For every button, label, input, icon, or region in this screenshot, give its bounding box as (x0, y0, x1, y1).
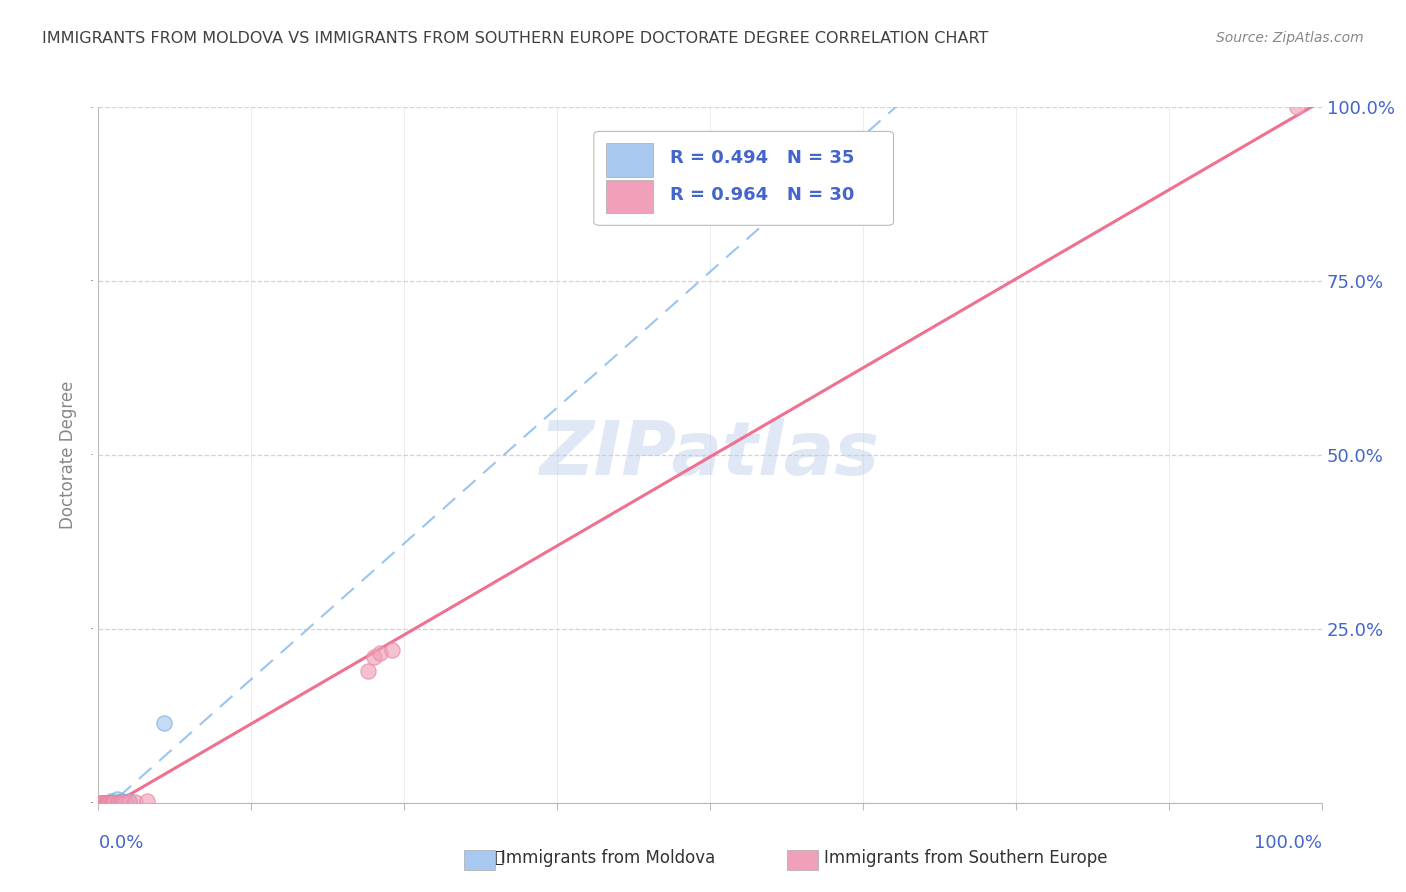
Point (100, 796, 122, 810)
Point (98, 796, 121, 810)
Point (105, 796, 128, 810)
Point (97, 796, 120, 810)
Text: Source: ZipAtlas.com: Source: ZipAtlas.com (1216, 31, 1364, 45)
Point (111, 795, 134, 809)
Point (101, 796, 124, 810)
Point (91, 796, 114, 810)
Point (136, 794, 159, 808)
Point (118, 795, 141, 809)
Text: 0.0%: 0.0% (98, 834, 143, 852)
Point (110, 796, 132, 810)
Point (110, 795, 132, 809)
Point (93, 796, 115, 810)
Point (98, 796, 121, 810)
Text: IMMIGRANTS FROM MOLDOVA VS IMMIGRANTS FROM SOUTHERN EUROPE DOCTORATE DEGREE CORR: IMMIGRANTS FROM MOLDOVA VS IMMIGRANTS FR… (42, 31, 988, 46)
Point (90, 796, 112, 810)
Point (100, 796, 122, 810)
Point (111, 794, 134, 808)
Point (356, 664, 378, 678)
Point (97, 796, 120, 810)
Point (98, 796, 121, 810)
Point (111, 796, 134, 810)
Point (94, 796, 117, 810)
Point (91, 796, 114, 810)
Point (110, 796, 132, 810)
Text: Immigrants from Moldova: Immigrants from Moldova (501, 849, 714, 867)
Point (94, 796, 117, 810)
Point (101, 796, 124, 810)
Point (101, 795, 124, 809)
Point (96, 796, 118, 810)
Point (111, 796, 134, 810)
Text: ZIPatlas: ZIPatlas (540, 418, 880, 491)
Point (105, 795, 128, 809)
Point (96, 796, 118, 810)
Point (107, 796, 129, 810)
Point (101, 796, 124, 810)
Point (104, 796, 127, 810)
Point (100, 794, 122, 808)
Point (363, 649, 385, 664)
Text: Immigrants from Southern Europe: Immigrants from Southern Europe (824, 849, 1108, 867)
Point (381, 642, 404, 657)
Text: R = 0.964   N = 30: R = 0.964 N = 30 (669, 186, 853, 204)
Point (114, 796, 136, 810)
Point (103, 796, 125, 810)
Point (105, 796, 128, 810)
Point (1286, 100, 1309, 114)
Point (114, 796, 136, 810)
Point (96, 796, 118, 810)
Point (98, 796, 121, 810)
Point (91, 796, 114, 810)
Point (101, 796, 124, 810)
Point (93, 796, 115, 810)
Text: R = 0.494   N = 35: R = 0.494 N = 35 (669, 149, 853, 167)
Point (100, 796, 122, 810)
Point (94, 796, 117, 810)
Y-axis label: Doctorate Degree: Doctorate Degree (59, 381, 76, 529)
Point (118, 795, 141, 809)
Point (153, 715, 176, 730)
Bar (606, 180, 652, 213)
Point (107, 796, 129, 810)
Point (112, 795, 135, 809)
Point (97, 796, 120, 810)
Point (124, 795, 146, 809)
Point (97, 796, 120, 810)
Text: 🔵: 🔵 (495, 851, 503, 865)
FancyBboxPatch shape (593, 131, 894, 226)
Point (96, 796, 118, 810)
Point (93, 796, 115, 810)
Point (103, 796, 125, 810)
Point (90, 796, 112, 810)
Point (105, 792, 128, 806)
Point (91, 796, 114, 810)
Point (368, 646, 391, 660)
Point (118, 794, 141, 808)
Bar (606, 144, 652, 177)
Point (91, 796, 114, 810)
Point (111, 796, 134, 810)
Text: 100.0%: 100.0% (1254, 834, 1322, 852)
